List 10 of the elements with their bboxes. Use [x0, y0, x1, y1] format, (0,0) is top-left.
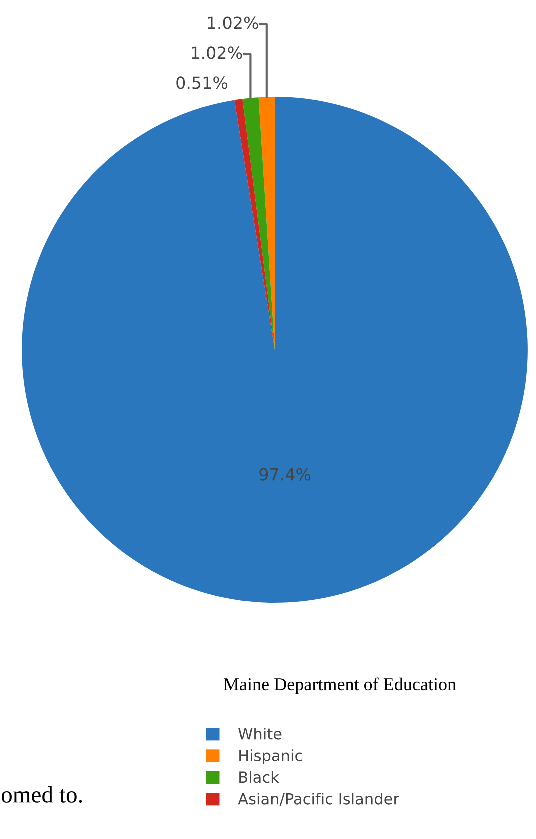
legend-label: Hispanic: [240, 750, 302, 764]
legend-label: Black: [240, 771, 280, 784]
text: Maine Department of Education: [224, 678, 456, 694]
legend-label: Asian/Pacific Islander: [238, 792, 400, 806]
legend-label: White: [238, 728, 282, 740]
data-label: 97.4%: [260, 468, 311, 481]
data-label: 1.02%: [208, 16, 258, 30]
text: omed to.: [2, 786, 82, 804]
data-label: 0.51%: [176, 76, 228, 90]
data-label: 1.02%: [192, 46, 242, 60]
